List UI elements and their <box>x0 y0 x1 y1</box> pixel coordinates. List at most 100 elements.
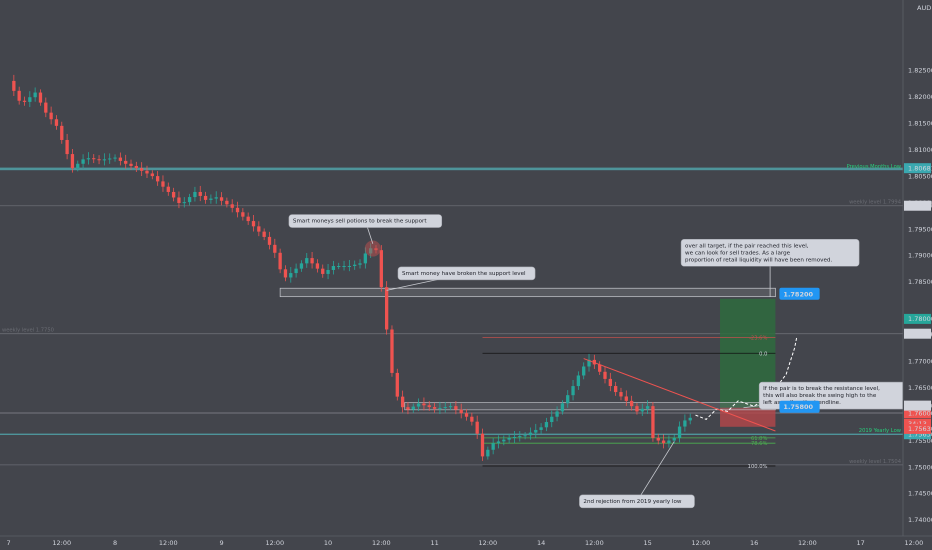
candle-body <box>560 403 565 412</box>
candle-body <box>614 386 618 393</box>
candle-body <box>326 269 330 274</box>
target-price-label: 1.78200 <box>783 290 813 298</box>
fib-level-label: 78.6% <box>751 441 768 447</box>
candle-body <box>416 403 421 407</box>
x-tick-label: 12:00 <box>265 539 284 547</box>
candle-body <box>76 163 80 169</box>
candle-body <box>550 416 554 423</box>
callout-box <box>680 239 860 267</box>
y-tick-label: 1.78500 <box>908 278 932 286</box>
candle-body <box>294 268 298 274</box>
candle-body <box>113 157 117 159</box>
x-tick-label: 17 <box>856 539 864 547</box>
candle-body <box>54 119 59 126</box>
candle-body <box>512 437 517 439</box>
candle-body <box>209 198 213 200</box>
candle-body <box>507 437 511 440</box>
candle-body <box>150 173 154 177</box>
candle-body <box>44 102 48 113</box>
candle-body <box>603 371 607 379</box>
candle-body <box>315 263 320 269</box>
candle-body <box>177 197 181 203</box>
candle-body <box>464 413 469 417</box>
candle-body <box>645 406 650 409</box>
candle-body <box>108 158 112 160</box>
x-tick-label: 8 <box>113 539 117 547</box>
candle-body <box>395 372 399 397</box>
candle-body <box>432 407 437 409</box>
candle-body <box>305 258 309 264</box>
candle-body <box>251 221 256 227</box>
entry-price-label: 1.75800 <box>783 403 813 411</box>
projection-path <box>695 337 798 420</box>
candle-body <box>629 400 634 407</box>
sell-marker <box>364 240 381 257</box>
axis-price-badge-text: 1.76200 <box>908 402 932 410</box>
candle-body <box>102 159 107 161</box>
candle-body <box>624 396 628 401</box>
fib-level-label: -23.6% <box>749 335 767 341</box>
x-tick-label: 9 <box>219 539 223 547</box>
candle-body <box>384 287 389 330</box>
x-tick-label: 12:00 <box>52 539 71 547</box>
callout-text: If the pair is to break the resistance l… <box>763 386 880 392</box>
candle-body <box>661 440 666 444</box>
candle-body <box>81 159 85 164</box>
callout-text: this will also break the swing high to t… <box>763 393 877 399</box>
x-tick-label: 12:00 <box>478 539 497 547</box>
candle-body <box>12 80 16 91</box>
axis-price-badge-text: 1.78000 <box>908 315 932 323</box>
candle-body <box>166 186 170 192</box>
axis-price-badge <box>904 429 931 440</box>
candle-body <box>225 200 229 205</box>
x-tick-label: 11 <box>430 539 438 547</box>
candle-body <box>86 158 91 160</box>
candle-body <box>683 420 687 427</box>
candle-body <box>454 406 458 410</box>
callout-text: proportion of retail liquidity will have… <box>685 257 832 263</box>
callout-text: over all target, if the pair reached thi… <box>685 243 809 249</box>
candle-body <box>203 195 208 200</box>
stop-zone <box>720 407 776 427</box>
candle-body <box>555 411 559 417</box>
candle-body <box>145 170 149 174</box>
candle-body <box>161 181 165 187</box>
candle-body <box>219 197 224 201</box>
axis-price-badge <box>904 313 931 324</box>
candle-body <box>443 407 447 409</box>
fib-level-label: 100.0% <box>748 464 768 470</box>
axis-price-badge-text: 1.75630 <box>908 425 932 433</box>
candle-body <box>411 406 415 410</box>
candle-body <box>496 441 501 444</box>
x-tick-label: 10 <box>324 539 332 547</box>
candle-body <box>299 263 304 269</box>
x-tick-label: 12:00 <box>372 539 391 547</box>
candle-body <box>17 90 21 101</box>
candle-body <box>92 158 96 160</box>
candle-body <box>528 432 533 436</box>
candle-body <box>667 440 671 444</box>
candle-body <box>262 231 266 237</box>
candle-body <box>49 112 53 120</box>
trendline <box>583 358 776 432</box>
callout-box <box>397 266 536 281</box>
candle-body <box>193 191 197 198</box>
x-tick-label: 12:00 <box>905 539 924 547</box>
candle-body <box>406 407 410 410</box>
x-tick-label: 12:00 <box>798 539 817 547</box>
candle-body <box>321 268 325 274</box>
x-tick-label: 12:00 <box>691 539 710 547</box>
candle-body <box>267 236 272 245</box>
candle-body <box>273 244 277 253</box>
axis-price-badge <box>904 200 931 211</box>
candle-body <box>353 264 357 267</box>
axis-price-badge-text: 1.76000 <box>908 409 932 417</box>
candle-body <box>470 416 474 422</box>
candle-body <box>214 197 218 199</box>
candle-body <box>571 386 575 396</box>
candle-body <box>33 92 37 98</box>
candle-body <box>235 207 240 213</box>
